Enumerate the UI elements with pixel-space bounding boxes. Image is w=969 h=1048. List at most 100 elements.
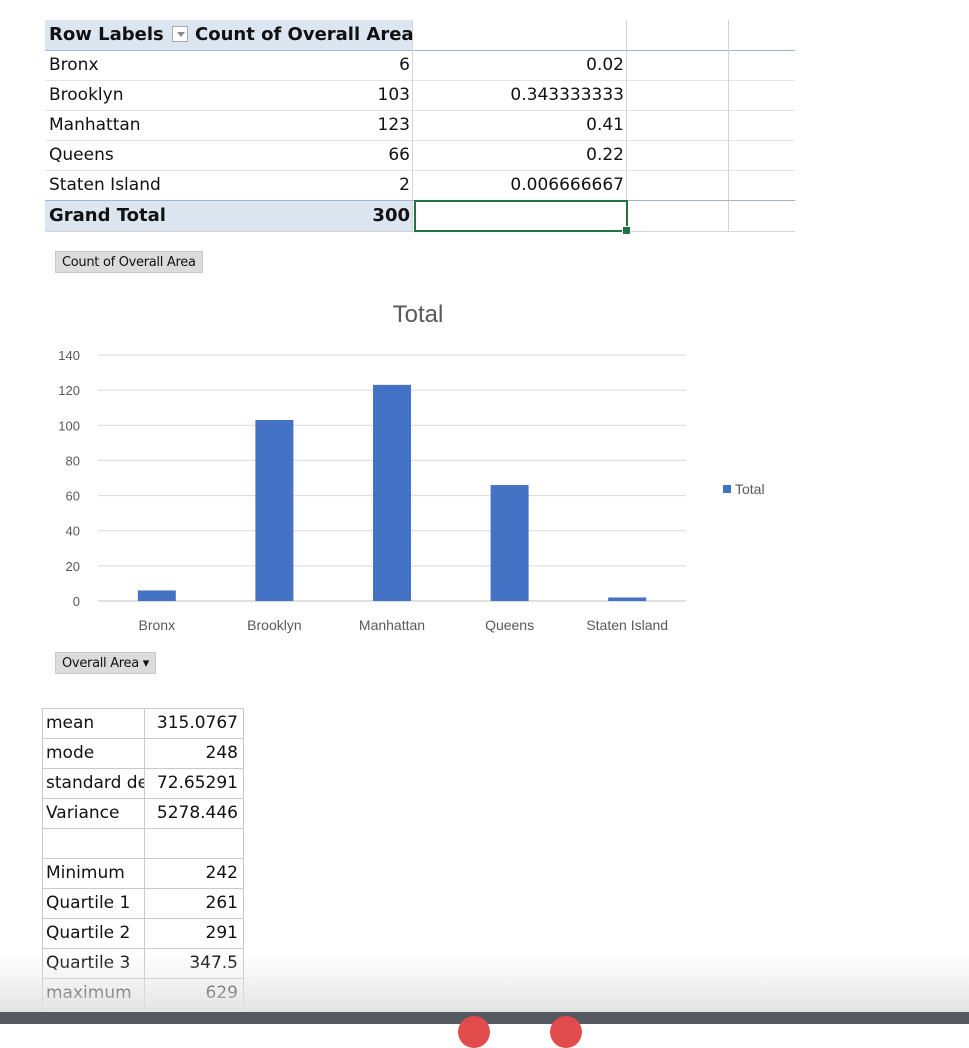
empty-cell[interactable] [731,110,795,140]
record-icon[interactable] [550,1016,582,1048]
active-cell-selection[interactable] [414,200,631,235]
pivot-row-label[interactable]: Queens [49,145,114,165]
x-tick-label: Manhattan [359,617,425,633]
stats-label[interactable]: mean [46,713,95,733]
record-icon[interactable] [458,1016,490,1048]
stats-label[interactable]: Quartile 1 [46,893,131,913]
stats-value[interactable]: 291 [205,923,238,943]
empty-cell[interactable] [731,80,795,110]
row-labels-header[interactable]: Row Labels [45,20,195,50]
pivot-row-proportion[interactable]: 0.41 [415,110,627,140]
empty-cell[interactable] [415,20,627,50]
stats-label[interactable]: Quartile 2 [46,923,131,943]
stats-label[interactable]: Minimum [46,863,125,883]
pivot-row-label[interactable]: Bronx [49,55,99,75]
y-tick-label: 0 [73,594,80,609]
count-header[interactable]: Count of Overall Area [195,20,414,50]
y-tick-label: 100 [58,418,80,433]
empty-cell[interactable] [629,170,729,200]
fill-handle[interactable] [622,226,631,235]
empty-cell[interactable] [731,20,795,50]
chart-legend[interactable]: Total [723,481,765,497]
grand-total-label[interactable]: Grand Total [45,201,195,231]
x-tick-label: Queens [485,617,534,633]
stats-value[interactable]: 5278.446 [156,803,238,823]
empty-cell[interactable] [731,201,795,231]
stats-value[interactable]: 242 [205,863,238,883]
empty-cell[interactable] [629,20,729,50]
stats-row [42,828,244,858]
legend-swatch-total [723,485,731,493]
stats-row: Minimum 242 [42,858,244,888]
empty-cell[interactable] [629,50,729,80]
bar-brooklyn[interactable] [255,420,294,601]
chart-title: Total [393,301,444,328]
pivot-row-count[interactable]: 103 [195,80,413,110]
pivot-bar-chart[interactable]: Total 0 20 40 60 80 100 120 140 Bronx Brooklyn Ma… [0,280,800,660]
stats-row: Quartile 2 291 [42,918,244,948]
axis-field-button[interactable]: Overall Area ▾ [55,652,156,674]
y-tick-label: 140 [58,348,80,363]
empty-cell[interactable] [731,170,795,200]
y-tick-label: 20 [66,559,80,574]
stats-label[interactable]: Variance [46,803,120,823]
y-tick-label: 120 [58,383,80,398]
pivot-grand-total-row: Grand Total 300 [45,200,795,232]
bar-queens[interactable] [490,485,529,601]
pivot-row: Bronx 6 0.02 [45,50,795,81]
empty-cell[interactable] [731,140,795,170]
empty-cell[interactable] [731,50,795,80]
row-labels-filter-dropdown-icon[interactable] [172,26,188,42]
bottom-fade-overlay [0,955,969,1012]
pivot-header-row: Row Labels Count of Overall Area [45,20,795,51]
x-axis: Bronx Brooklyn Manhattan Queens Staten Islan… [139,617,669,633]
pivot-row: Queens 66 0.22 [45,140,795,171]
pivot-row-proportion[interactable]: 0.343333333 [415,80,627,110]
bar-manhattan[interactable] [373,384,411,601]
pivot-row-label[interactable]: Manhattan [49,115,141,135]
stats-value[interactable]: 261 [205,893,238,913]
empty-cell[interactable] [629,201,729,231]
pivot-row-count[interactable]: 123 [195,110,413,140]
chart-bars [137,384,647,601]
pivot-row-count[interactable]: 6 [195,50,413,80]
stats-value[interactable]: 315.0767 [156,713,238,733]
empty-cell[interactable] [629,80,729,110]
pivot-row-label[interactable]: Staten Island [49,175,161,195]
pivot-row-count[interactable]: 2 [195,170,413,200]
stats-label[interactable] [46,829,144,858]
bar-bronx[interactable] [137,590,176,601]
stats-label[interactable]: standard deviation [46,773,144,793]
pivot-row: Brooklyn 103 0.343333333 [45,80,795,111]
y-tick-label: 80 [66,453,80,468]
pivot-row-proportion[interactable]: 0.22 [415,140,627,170]
empty-cell[interactable] [629,110,729,140]
stats-row: standard deviation 72.65291 [42,768,244,798]
x-tick-label: Staten Island [586,617,668,633]
stats-row: Variance 5278.446 [42,798,244,828]
stats-row: mean 315.0767 [42,708,244,738]
y-tick-label: 40 [66,524,80,539]
stats-row: mode 248 [42,738,244,768]
chart-value-field-button[interactable]: Count of Overall Area [55,251,203,273]
x-tick-label: Bronx [139,617,176,633]
pivot-row-proportion[interactable]: 0.006666667 [415,170,627,200]
stats-value[interactable] [146,829,242,858]
x-tick-label: Brooklyn [247,617,301,633]
stats-row: Quartile 1 261 [42,888,244,918]
stats-label[interactable]: mode [46,743,95,763]
stats-value[interactable]: 248 [205,743,238,763]
y-axis: 0 20 40 60 80 100 120 140 [58,348,80,609]
pivot-row-proportion[interactable]: 0.02 [415,50,627,80]
pivot-row-label[interactable]: Brooklyn [49,85,124,105]
row-labels-header-text: Row Labels [49,24,164,45]
bottom-toolbar [0,1012,969,1024]
pivot-row: Manhattan 123 0.41 [45,110,795,141]
legend-label-total: Total [735,481,765,497]
pivot-row: Staten Island 2 0.006666667 [45,170,795,201]
bar-staten-island[interactable] [608,597,647,601]
pivot-row-count[interactable]: 66 [195,140,413,170]
grand-total-count[interactable]: 300 [195,201,413,231]
empty-cell[interactable] [629,140,729,170]
stats-value[interactable]: 72.65291 [156,773,238,793]
